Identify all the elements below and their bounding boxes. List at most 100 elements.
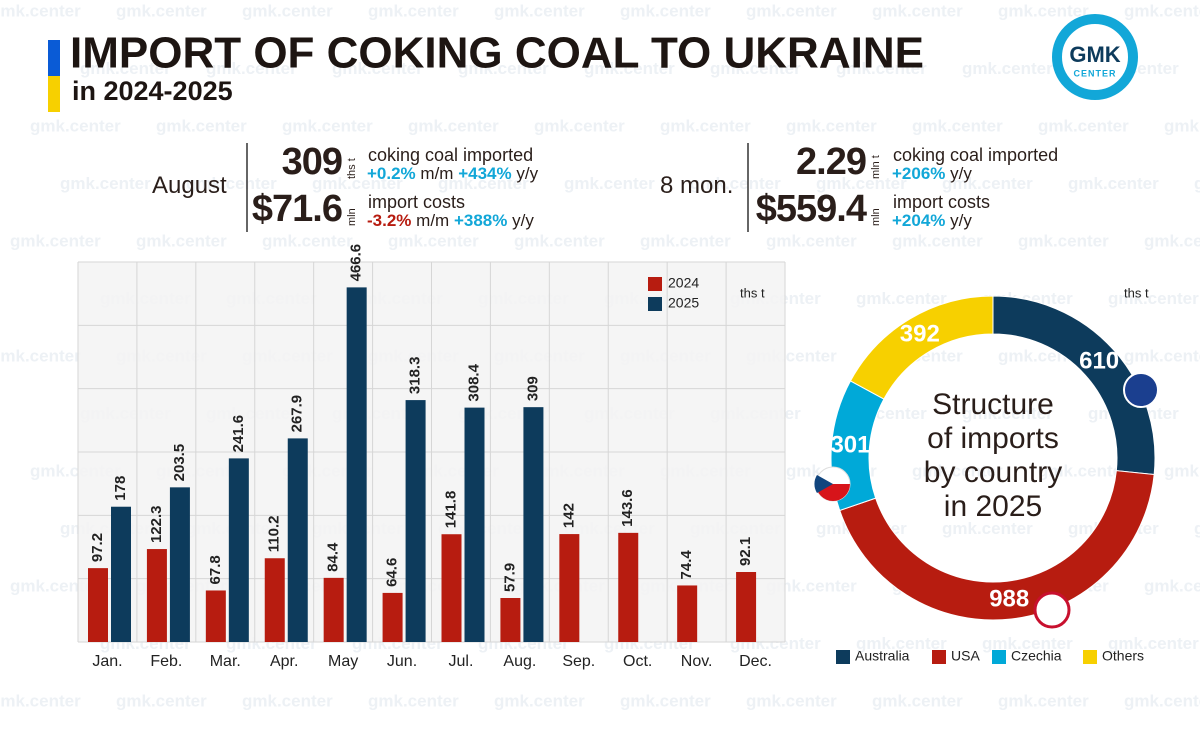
value-label: 74.4 <box>678 550 695 580</box>
import-costs: import costs <box>368 192 466 212</box>
watermark: gmk.center <box>786 116 877 135</box>
legend-label: 2024 <box>668 275 699 291</box>
watermark: gmk.center <box>892 231 983 250</box>
bar <box>88 568 108 642</box>
bar <box>205 590 226 642</box>
x-tick-label: Jan. <box>92 653 122 670</box>
legend-label: Australia <box>855 648 910 664</box>
watermark: gmk.center <box>438 174 529 193</box>
value-label: 178 <box>112 476 129 501</box>
watermark: gmk.center <box>998 691 1089 710</box>
bar <box>287 438 308 642</box>
legend-swatch <box>648 277 662 291</box>
watermark: gmk.center <box>0 346 81 365</box>
change-unit: y/y <box>516 164 539 183</box>
stat-value: $559.4 <box>755 188 867 230</box>
watermark: gmk.center <box>836 59 927 78</box>
watermark: gmk.center <box>186 174 277 193</box>
watermark: gmk.center <box>458 59 549 78</box>
value-label: 309 <box>524 376 541 401</box>
bar <box>382 592 403 642</box>
watermark: gmk.center <box>872 1 963 20</box>
stat-unit: mln t <box>870 155 882 179</box>
segment-label: 392 <box>900 321 940 348</box>
changes: +0.2% m/m +434% y/y <box>367 165 538 182</box>
legend-swatch <box>992 650 1006 664</box>
x-tick-label: Oct. <box>623 653 652 670</box>
bar <box>146 549 167 642</box>
watermark: gmk.center <box>766 231 857 250</box>
watermark: gmk.center <box>1194 174 1200 193</box>
change-value: +388% <box>453 211 508 230</box>
watermark: gmk.center <box>690 174 781 193</box>
legend-swatch <box>1083 650 1097 664</box>
value-label: 241.6 <box>230 415 247 453</box>
coking-coal-imported: coking coal imported <box>368 145 534 165</box>
donut-segment <box>839 470 1155 621</box>
watermark: gmk.center <box>514 231 605 250</box>
legend-swatch <box>648 297 662 311</box>
watermark: gmk.center <box>1124 1 1200 20</box>
x-tick-label: Jun. <box>387 653 417 670</box>
watermark: gmk.center <box>710 59 801 78</box>
x-tick-label: Sep. <box>562 653 595 670</box>
watermark: gmk.center <box>0 691 81 710</box>
logo-sub: CENTER <box>1073 68 1116 78</box>
watermark: gmk.center <box>136 231 227 250</box>
watermark: gmk.center <box>10 231 101 250</box>
watermark: gmk.center <box>1038 461 1129 480</box>
watermark: gmk.center <box>1164 116 1200 135</box>
change-unit: y/y <box>512 211 534 230</box>
bar <box>677 585 698 642</box>
changes: +206% y/y <box>892 165 972 182</box>
x-tick-label: Feb. <box>150 653 182 670</box>
bar <box>111 506 131 642</box>
watermark: gmk.center <box>942 174 1033 193</box>
unit-label: ths t <box>1124 285 1149 300</box>
watermark: gmk.center <box>856 289 947 308</box>
unit-label: ths t <box>740 285 765 300</box>
x-tick-label: Apr. <box>270 653 298 670</box>
center-text: Structure <box>932 388 1054 421</box>
bar <box>169 487 190 642</box>
value-label: 267.9 <box>289 395 306 433</box>
value-label: 64.6 <box>384 558 401 587</box>
value-label: 143.6 <box>619 489 636 527</box>
watermark: gmk.center <box>80 59 171 78</box>
watermark: gmk.center <box>1068 174 1159 193</box>
x-tick-label: Aug. <box>503 653 536 670</box>
watermark: gmk.center <box>1164 461 1200 480</box>
watermark: gmk.center <box>1108 634 1199 653</box>
value-label: 318.3 <box>407 357 424 395</box>
bar <box>500 597 521 642</box>
bar <box>464 407 485 642</box>
bar <box>523 407 544 642</box>
watermark: gmk.center <box>116 691 207 710</box>
watermark: gmk.center <box>982 634 1073 653</box>
watermark: gmk.center <box>368 1 459 20</box>
watermark: gmk.center <box>746 1 837 20</box>
value-label: 84.4 <box>325 542 342 572</box>
watermark: gmk.center <box>494 1 585 20</box>
watermark: gmk.center <box>620 691 711 710</box>
value-label: 110.2 <box>266 516 283 553</box>
bar <box>559 534 580 642</box>
logo-ring <box>1052 14 1138 100</box>
watermark: gmk.center <box>1144 576 1200 595</box>
watermark: gmk.center <box>1018 231 1109 250</box>
x-tick-label: Dec. <box>739 653 772 670</box>
watermark: gmk.center <box>30 116 121 135</box>
watermark: gmk.center <box>766 576 857 595</box>
x-tick-label: May <box>328 653 358 670</box>
value-label: 141.8 <box>442 491 459 529</box>
value-label: 122.3 <box>148 506 165 544</box>
center-text: in 2025 <box>944 490 1042 523</box>
watermark: gmk.center <box>962 404 1053 423</box>
watermark: gmk.center <box>282 116 373 135</box>
change-value: -3.2% <box>367 211 412 230</box>
value-label: 97.2 <box>89 533 106 562</box>
watermark: gmk.center <box>942 519 1033 538</box>
watermark: gmk.center <box>262 231 353 250</box>
stat-unit: mln <box>870 208 882 226</box>
